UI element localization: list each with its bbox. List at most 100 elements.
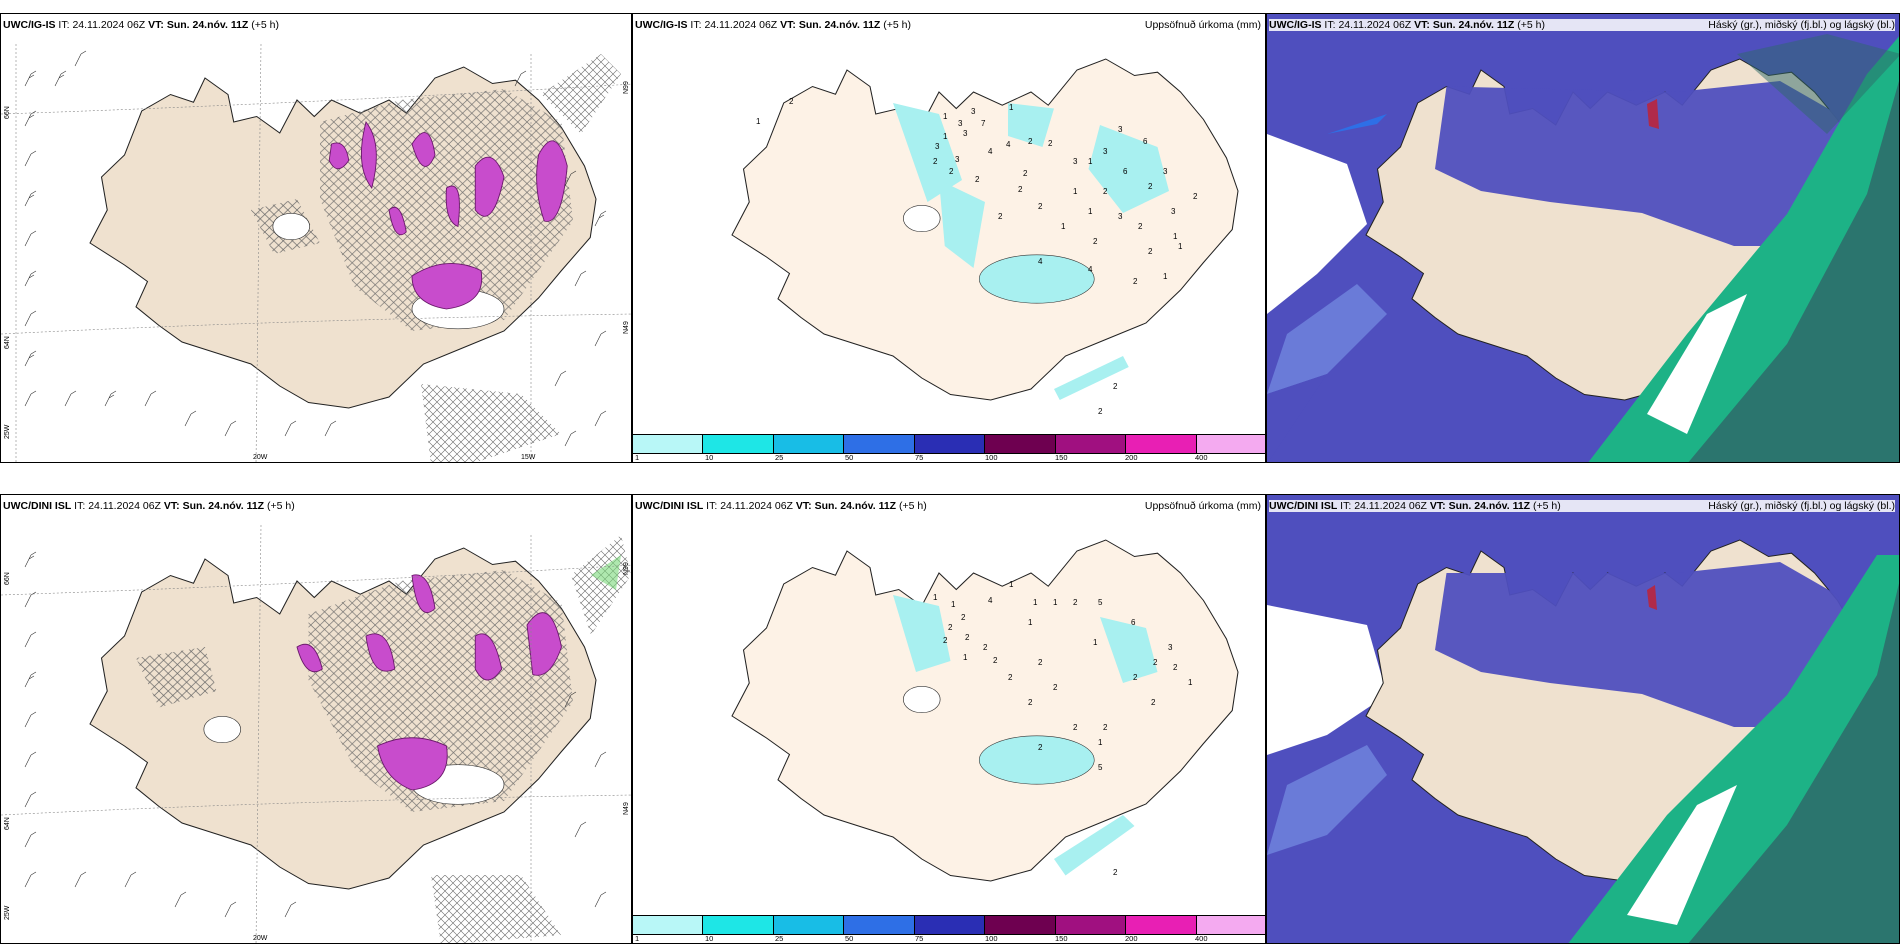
colorbar-swatch [914,435,986,453]
svg-text:6: 6 [1131,618,1136,627]
svg-text:1: 1 [1178,242,1183,251]
colorbar-swatch [844,916,915,934]
map-panel-precip-ig: UWC/IG-IS IT: 24.11.2024 06Z VT: Sun. 24… [632,13,1266,463]
svg-text:3: 3 [935,142,940,151]
panel-header: UWC/IG-IS IT: 24.11.2024 06Z VT: Sun. 24… [3,19,279,31]
svg-text:1: 1 [1188,678,1193,687]
svg-text:2: 2 [789,97,794,106]
panel-title-precip: Uppsöfnuð úrkoma (mm) [1144,500,1261,512]
lat-label-66n: 66N [4,106,11,119]
svg-text:2: 2 [961,613,966,622]
clouds-map [1267,14,1899,462]
svg-text:2: 2 [1148,247,1153,256]
panel-header: UWC/DINI ISL IT: 24.11.2024 06Z VT: Sun.… [1269,500,1895,512]
panel-header: UWC/IG-IS IT: 24.11.2024 06Z VT: Sun. 24… [635,19,1261,31]
precip-colorbar [633,434,1265,454]
map-panel-precip-dini: UWC/DINI ISL IT: 24.11.2024 06Z VT: Sun.… [632,494,1266,944]
colorbar-swatch [1055,435,1127,453]
clouds-map-dini [1267,495,1899,943]
colorbar-swatch [844,435,915,453]
colorbar-swatch [1055,916,1127,934]
svg-text:3: 3 [971,107,976,116]
lat-label-64n: 64N [4,336,11,349]
svg-text:6: 6 [1123,167,1128,176]
svg-text:1: 1 [1073,187,1078,196]
svg-text:2: 2 [1073,598,1078,607]
colorbar-ticks: 1 10 25 50 75 100 150 200 400 [635,453,1208,462]
lon-label-15w: 15W [521,454,536,461]
svg-text:2: 2 [975,175,980,184]
svg-text:2: 2 [1028,698,1033,707]
svg-text:1: 1 [1098,738,1103,747]
colorbar-swatch [1196,916,1265,934]
svg-text:2: 2 [1193,192,1198,201]
svg-text:3: 3 [1163,167,1168,176]
precip-value-labels-bottom: 1 1 2 2 2 2 1 1 1 1 2 5 4 1 6 2 2 2 2 2 … [933,580,1193,877]
panel-title-precip: Uppsöfnuð úrkoma (mm) [1144,19,1261,31]
precip-value-labels-top: 2 1 1 3 3 7 3 1 4 1 2 3 2 2 3 2 2 2 4 2 … [756,97,1198,416]
svg-text:4: 4 [1088,265,1093,274]
svg-text:2: 2 [1151,698,1156,707]
lon-label-25w: 25W [4,905,11,920]
colorbar-swatch [1126,916,1197,934]
svg-text:1: 1 [963,653,968,662]
colorbar-swatch [773,435,845,453]
svg-text:4: 4 [1038,257,1043,266]
svg-text:1: 1 [1009,580,1014,589]
svg-text:1: 1 [1009,103,1014,112]
lat-label-66n: 66N [4,572,11,585]
lat-label-66n-right: N99 [623,81,630,94]
svg-text:3: 3 [955,155,960,164]
lat-label-66n-right: N99 [623,562,630,575]
lat-label-64n: 64N [4,817,11,830]
svg-text:2: 2 [1153,658,1158,667]
svg-text:1: 1 [943,112,948,121]
svg-text:2: 2 [1038,658,1043,667]
svg-text:1: 1 [933,593,938,602]
svg-text:2: 2 [1113,382,1118,391]
svg-text:1: 1 [1053,598,1058,607]
colorbar-swatch [1196,435,1265,453]
precip-map-dini: 1 1 2 2 2 2 1 1 1 1 2 5 4 1 6 2 2 2 2 2 … [731,539,1239,882]
lat-label-64n-right: N49 [623,321,630,334]
svg-text:2: 2 [1023,169,1028,178]
lon-label-25w: 25W [4,424,11,439]
svg-text:2: 2 [1018,185,1023,194]
svg-text:1: 1 [1163,272,1168,281]
wind-map-dini [1,524,631,943]
svg-text:3: 3 [1073,157,1078,166]
svg-text:2: 2 [949,167,954,176]
colorbar-swatch [1126,435,1197,453]
svg-text:2: 2 [1038,202,1043,211]
map-panel-clouds-ig: UWC/IG-IS IT: 24.11.2024 06Z VT: Sun. 24… [1266,13,1900,463]
svg-text:1: 1 [756,117,761,126]
svg-text:3: 3 [1118,212,1123,221]
svg-text:1: 1 [943,132,948,141]
colorbar-swatch [985,916,1056,934]
svg-text:2: 2 [1113,868,1118,877]
colorbar-swatch [633,916,704,934]
colorbar-ticks: 1 10 25 50 75 100 150 200 400 [635,934,1208,943]
svg-text:1: 1 [1173,232,1178,241]
svg-text:2: 2 [1133,277,1138,286]
svg-text:2: 2 [1133,673,1138,682]
svg-text:2: 2 [1148,182,1153,191]
svg-text:2: 2 [965,633,970,642]
colorbar-swatch [985,435,1056,453]
svg-text:5: 5 [1098,763,1103,772]
svg-text:3: 3 [1103,147,1108,156]
svg-text:1: 1 [951,600,956,609]
panel-header: UWC/DINI ISL IT: 24.11.2024 06Z VT: Sun.… [635,500,1261,512]
panel-title-clouds: Háský (gr.), miðský (fj.bl.) og lágský (… [1708,19,1895,31]
svg-text:2: 2 [998,212,1003,221]
panel-header: UWC/IG-IS IT: 24.11.2024 06Z VT: Sun. 24… [1269,19,1895,31]
panel-header: UWC/DINI ISL IT: 24.11.2024 06Z VT: Sun.… [3,500,295,512]
lon-label-20w: 20W [253,454,268,461]
svg-text:1: 1 [1033,598,1038,607]
precip-map: 2 1 1 3 3 7 3 1 4 1 2 3 2 2 3 2 2 2 4 2 … [731,58,1239,416]
svg-text:1: 1 [1028,618,1033,627]
svg-text:7: 7 [981,119,986,128]
svg-text:1: 1 [1093,638,1098,647]
svg-text:2: 2 [1138,222,1143,231]
wind-map [1,14,631,462]
